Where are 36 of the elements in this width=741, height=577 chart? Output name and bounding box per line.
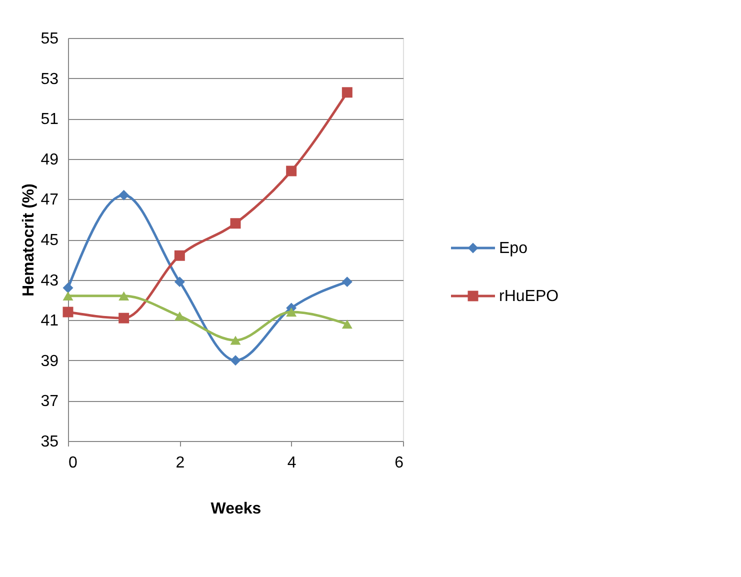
- point: [174, 250, 185, 261]
- y-tick-label: 45: [40, 232, 59, 249]
- y-axis-title: Hematocrit (%): [20, 184, 38, 296]
- point: [118, 291, 130, 300]
- point: [118, 312, 130, 324]
- legend-label: Epo: [499, 240, 528, 257]
- y-tick-label: 41: [40, 312, 59, 330]
- legend-label: rHuEPO: [499, 288, 559, 305]
- y-tick-label: 49: [40, 151, 59, 168]
- point: [342, 320, 352, 329]
- y-tick-label: 35: [40, 434, 59, 450]
- x-axis-title: Weeks: [210, 500, 262, 518]
- y-tick-label: 37: [40, 393, 59, 410]
- point: [62, 306, 74, 318]
- point: [118, 190, 130, 200]
- point: [342, 87, 352, 98]
- x-tick-label: 4: [287, 454, 296, 472]
- x-tick-label: 2: [176, 454, 185, 472]
- point: [286, 308, 297, 317]
- y-tick-label: 51: [40, 111, 59, 128]
- point: [342, 276, 352, 288]
- x-tick-label: 0: [68, 454, 78, 472]
- x-tick-label: 6: [394, 454, 404, 472]
- point: [230, 355, 241, 366]
- y-tick-label: 55: [40, 30, 59, 48]
- y-tick-label: 53: [40, 70, 59, 88]
- point: [62, 282, 74, 294]
- point: [174, 276, 185, 288]
- y-tick-label: 43: [40, 272, 59, 290]
- point: [230, 336, 241, 345]
- point: [62, 291, 74, 300]
- y-tick-label: 39: [40, 352, 59, 370]
- point: [230, 218, 241, 229]
- point: [286, 166, 297, 176]
- point: [174, 312, 185, 321]
- y-tick-label: 47: [40, 192, 59, 209]
